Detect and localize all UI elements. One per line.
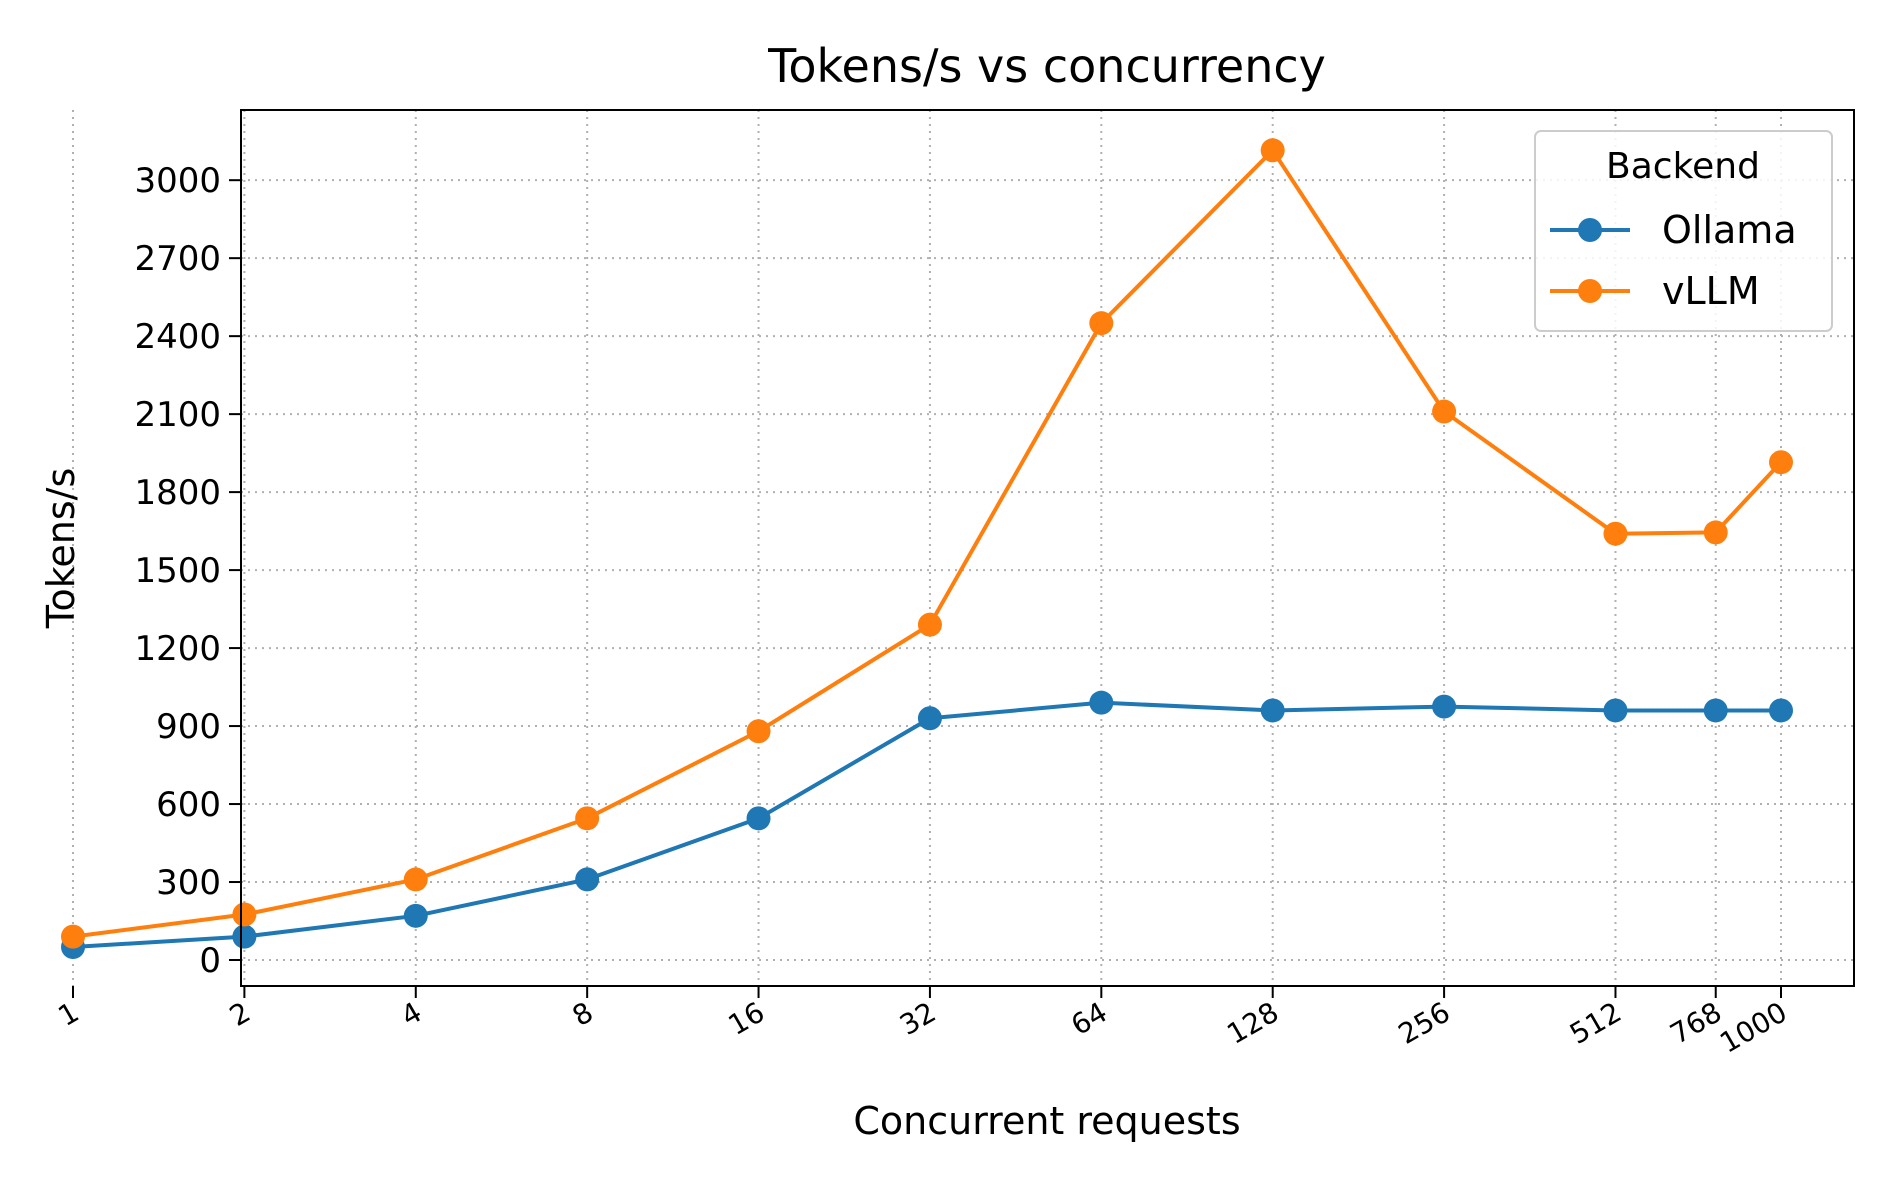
data-point [1432,694,1457,719]
legend-item-vllm: vLLM [1550,269,1760,313]
y-tick-label: 1500 [134,551,221,591]
x-tick-label: 256 [1393,995,1456,1050]
data-point [746,806,771,831]
legend-title: Backend [1606,146,1760,187]
data-point [1089,311,1114,336]
x-tick-label: 2 [224,995,256,1032]
y-tick-label: 600 [156,785,221,825]
legend-marker [1578,279,1602,303]
y-tick-label: 2700 [134,239,221,279]
data-point [746,719,771,744]
data-point [232,902,257,927]
data-point [61,924,85,949]
y-tick-label: 2100 [134,395,221,435]
series-ollama [61,690,1793,960]
plot-area-frame [240,109,1855,987]
data-point [403,903,428,928]
x-tick-label: 64 [1065,995,1112,1041]
legend: Backend Ollama vLLM [1534,130,1833,332]
y-axis-label: Tokens/s [39,468,83,630]
legend-label: vLLM [1662,269,1760,313]
data-point [1769,450,1793,475]
x-tick-label: 32 [894,995,941,1041]
x-tick-label: 128 [1221,995,1284,1050]
series-vllm [61,138,1793,949]
series-layer [61,138,1793,960]
legend-marker [1578,218,1602,242]
y-tick-label: 900 [156,707,221,747]
legend-item-ollama: Ollama [1550,208,1797,252]
y-tick-label: 3000 [134,161,221,201]
x-tick-label: 1 [53,995,85,1032]
y-tick-label: 1200 [134,629,221,669]
data-point [232,924,257,949]
y-axis: 0 300 600 900 1200 1500 1800 2100 2400 2700 3000 [134,161,241,981]
data-point [575,867,600,892]
x-tick-label: 16 [723,995,770,1041]
series-line [72,148,1783,939]
x-tick-label: 4 [395,995,427,1032]
data-point [917,612,942,637]
chart-title: Tokens/s vs concurrency [767,39,1326,93]
y-tick-label: 300 [156,863,221,903]
grid [72,110,1854,986]
data-point [575,806,600,831]
x-tick-label: 8 [567,995,599,1032]
x-tick-label: 1000 [1714,995,1792,1059]
data-point [1703,520,1728,545]
x-tick-label: 512 [1564,995,1627,1050]
data-point [403,867,428,892]
x-tick-label: 768 [1664,995,1727,1050]
y-tick-label: 2400 [134,317,221,357]
data-point [1603,521,1628,546]
y-tick-label: 1800 [134,473,221,513]
data-point [1603,698,1628,723]
y-tick-label: 0 [199,941,221,981]
x-axis-label: Concurrent requests [853,1099,1240,1143]
data-point [1089,690,1114,715]
series-line [72,700,1781,950]
data-point [917,706,942,731]
legend-label: Ollama [1662,208,1797,252]
data-point [1432,399,1457,424]
data-point [1260,698,1285,723]
legend-box [1534,130,1833,332]
data-point [1260,138,1285,163]
data-point [1769,698,1793,723]
data-point [1703,698,1728,723]
